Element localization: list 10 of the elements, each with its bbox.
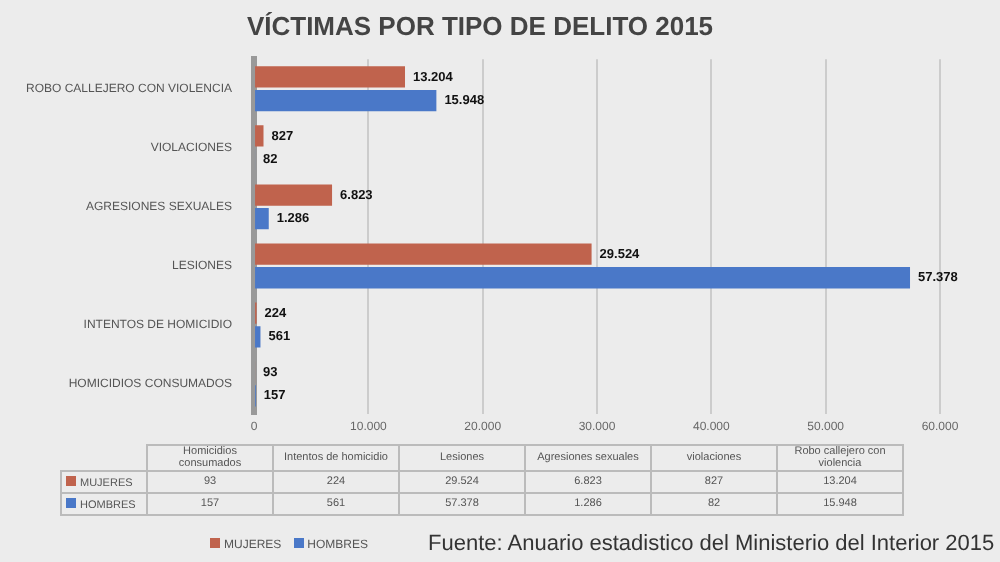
chart-title: VÍCTIMAS POR TIPO DE DELITO 2015 [246,10,714,41]
bar [255,208,269,230]
bar [255,267,911,289]
bar [255,125,264,147]
bar [255,184,333,206]
bar [255,89,437,112]
bar [255,326,261,348]
bar [255,66,406,88]
source-note: Fuente: Anuario estadistico del Ministerio del Interior 2015 [428,532,995,556]
bar [255,243,592,265]
